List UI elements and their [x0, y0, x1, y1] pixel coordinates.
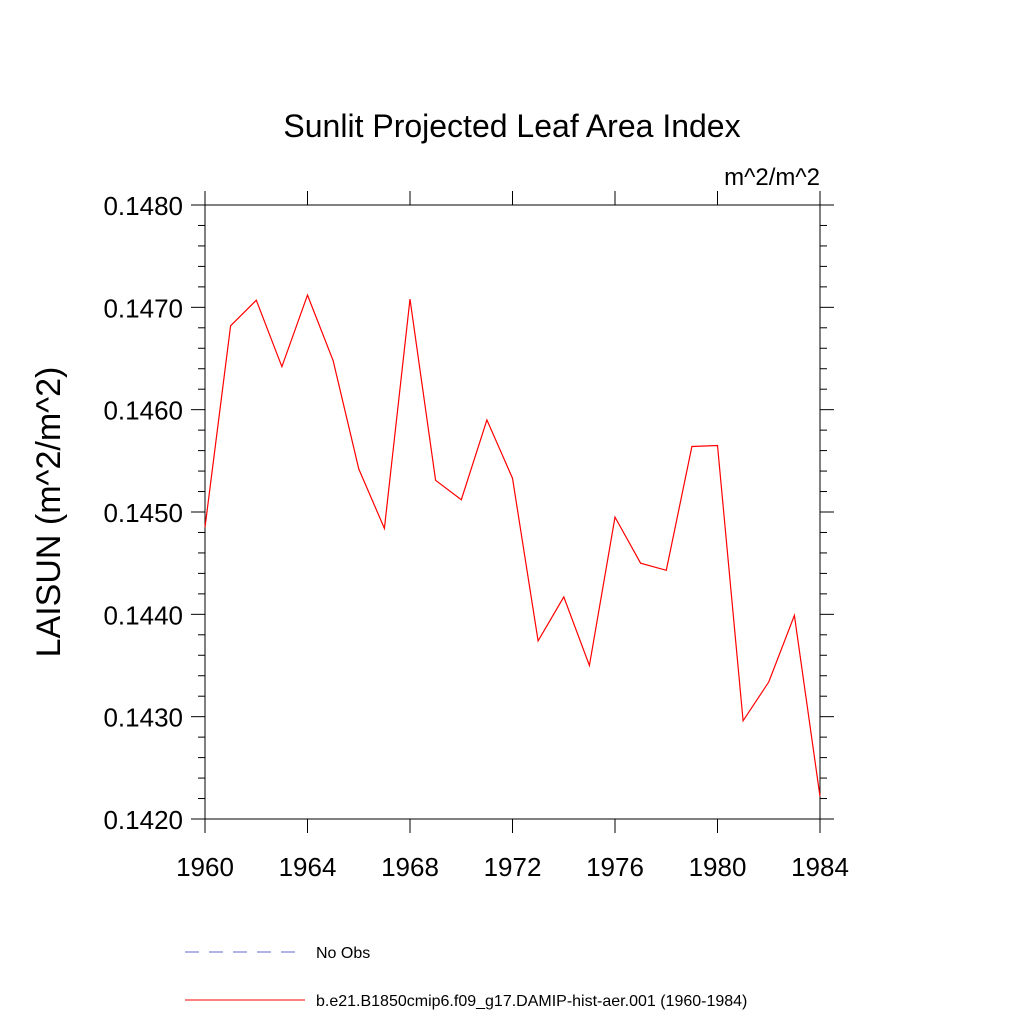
x-tick-label: 1984 [791, 852, 849, 882]
x-tick-label: 1964 [279, 852, 337, 882]
y-tick-label: 0.1430 [103, 703, 183, 733]
x-tick-label: 1976 [586, 852, 644, 882]
units-label: m^2/m^2 [724, 164, 820, 191]
x-tick-label: 1968 [381, 852, 439, 882]
x-tick-label: 1972 [484, 852, 542, 882]
plot-frame [204, 204, 821, 820]
y-tick-label: 0.1460 [103, 396, 183, 426]
x-tick-label: 1960 [176, 852, 234, 882]
axes: 0.1420 0.1430 0.1440 0.1450 0.1460 0.1470 0.14… [103, 191, 849, 882]
y-axis-label: LAISUN (m^2/m^2) [30, 367, 68, 658]
y-tick-label: 0.1470 [103, 293, 183, 323]
chart-title: Sunlit Projected Leaf Area Index [283, 108, 740, 144]
y-tick-label: 0.1440 [103, 600, 183, 630]
legend-label: No Obs [316, 945, 370, 962]
legend-label: b.e21.B1850cmip6.f09_g17.DAMIP-hist-aer.… [316, 993, 747, 1010]
legend: No Obs b.e21.B1850cmip6.f09_g17.DAMIP-his… [185, 945, 747, 1010]
series-group [204, 293, 821, 797]
series-line [204, 293, 821, 797]
y-tick-label: 0.1450 [103, 498, 183, 528]
x-tick-label: 1980 [689, 852, 747, 882]
y-tick-label: 0.1420 [103, 805, 183, 835]
y-tick-label: 0.1480 [103, 191, 183, 221]
